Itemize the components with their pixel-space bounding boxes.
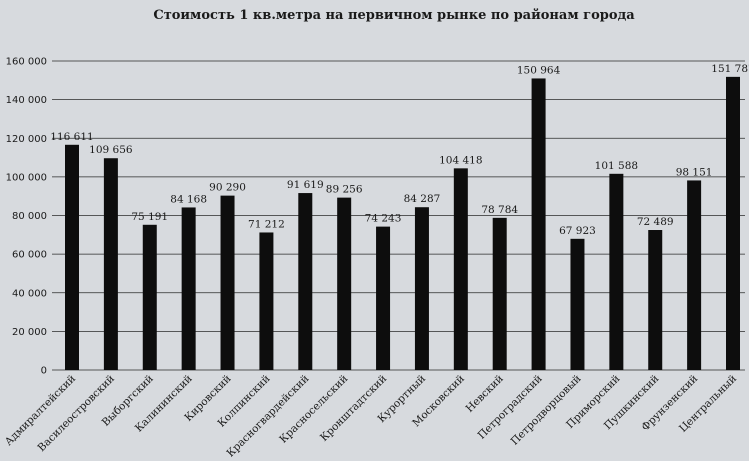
bar <box>726 76 740 370</box>
y-tick-label: 20 000 <box>12 327 47 338</box>
bar <box>687 180 702 370</box>
bar <box>220 195 235 370</box>
y-tick-label: 160 000 <box>6 57 47 68</box>
x-category-label: Красносельский <box>277 373 350 446</box>
bar <box>609 173 624 370</box>
y-tick-label: 100 000 <box>6 172 47 183</box>
bar-value-label: 91 619 <box>287 179 324 191</box>
bars <box>65 76 740 370</box>
bar <box>259 232 274 370</box>
bar-value-label: 84 287 <box>404 193 441 205</box>
bar-value-label: 90 290 <box>209 182 246 194</box>
y-tick-label: 0 <box>41 366 47 377</box>
x-category-label: Адмиралтейский <box>3 373 78 448</box>
bar <box>492 217 507 370</box>
bar <box>376 226 391 370</box>
bar-value-label: 74 243 <box>365 213 402 225</box>
bar-value-label: 101 588 <box>595 160 638 172</box>
bar-value-label: 116 611 <box>50 131 93 143</box>
chart-title: Стоимость 1 кв.метра на первичном рынке … <box>153 8 635 23</box>
bar-value-label: 72 489 <box>637 216 674 228</box>
bar-value-label: 67 923 <box>559 225 596 237</box>
x-category-label: Кронштадтский <box>318 373 389 444</box>
y-tick-label: 60 000 <box>12 250 47 261</box>
bar <box>337 197 352 370</box>
y-tick-label: 140 000 <box>6 95 47 106</box>
bar <box>648 230 663 370</box>
bar-value-label: 150 964 <box>517 64 561 76</box>
x-category-label: Василеостровский <box>36 373 117 454</box>
bar-value-label: 151 787 <box>711 63 749 75</box>
gridlines <box>52 60 745 371</box>
bar-value-label: 75 191 <box>131 211 168 223</box>
bar <box>570 238 585 370</box>
bar <box>181 207 196 370</box>
bar-value-label: 71 212 <box>248 218 285 230</box>
y-tick-label: 80 000 <box>12 211 47 222</box>
bar <box>65 144 79 370</box>
x-category-label: Петродворцовый <box>509 373 584 448</box>
y-axis-ticks: 0 20 000 40 000 60 000 80 000 100 000 120 000 1… <box>6 57 47 377</box>
bar <box>414 207 429 370</box>
bar <box>103 158 118 370</box>
x-axis-categories: АдмиралтейскийВасилеостровскийВыборгский… <box>3 373 739 460</box>
bar <box>142 224 157 370</box>
bar <box>453 168 468 370</box>
bar-value-label: 109 656 <box>89 144 133 156</box>
bar-value-label: 98 151 <box>676 166 713 178</box>
bar <box>298 193 313 370</box>
y-tick-label: 40 000 <box>12 288 47 299</box>
bar-value-label: 89 256 <box>326 184 363 196</box>
y-tick-label: 120 000 <box>6 134 47 145</box>
bar <box>531 78 546 370</box>
bar-value-label: 78 784 <box>481 204 518 216</box>
bar-value-label: 104 418 <box>439 154 482 166</box>
bar-value-label: 84 168 <box>170 193 207 205</box>
